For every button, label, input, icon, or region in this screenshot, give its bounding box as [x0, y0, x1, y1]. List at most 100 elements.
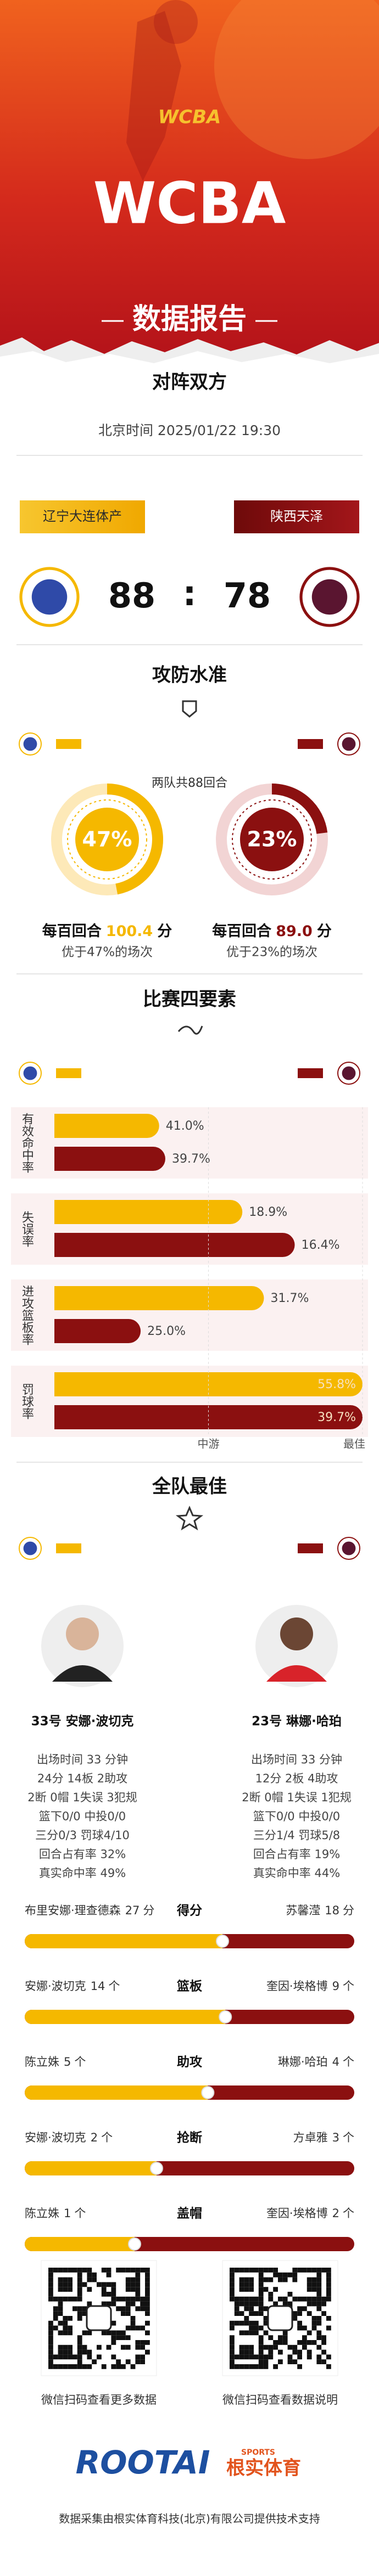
team-logo-core	[23, 737, 37, 751]
qr-cell	[321, 2268, 326, 2273]
qr-cell	[116, 2335, 121, 2340]
legend-swatch	[298, 1543, 323, 1553]
qr-cell	[311, 2316, 317, 2321]
qr-cell	[111, 2335, 116, 2340]
qr-cell	[306, 2349, 312, 2355]
qr-cell	[125, 2287, 131, 2292]
qr-cell	[326, 2316, 331, 2321]
leader-knob	[128, 2237, 141, 2251]
qr-cell	[92, 2272, 97, 2278]
qr-cell	[258, 2344, 264, 2350]
qr-cell	[306, 2277, 312, 2282]
factor-bar	[54, 1319, 141, 1343]
qr-cell	[306, 2268, 312, 2273]
qr-cell	[135, 2344, 141, 2350]
leader-stat: 抢断	[177, 2130, 202, 2145]
qr-cell	[87, 2349, 92, 2355]
qr-cell	[48, 2320, 53, 2326]
qr-cell	[121, 2311, 126, 2316]
player-silhouette	[126, 11, 181, 181]
qr-cell	[230, 2359, 235, 2364]
donut-label: 23%	[247, 827, 297, 852]
qr-cell	[239, 2354, 244, 2360]
qr-cell	[258, 2292, 264, 2297]
factor-value: 31.7%	[270, 1292, 309, 1305]
qr-cell	[258, 2301, 264, 2307]
qr-cell	[58, 2306, 63, 2312]
qr-cell	[316, 2301, 322, 2307]
qr-cell	[63, 2296, 68, 2302]
qr-cell	[111, 2364, 116, 2369]
leader-knob	[216, 1935, 229, 1948]
qr-cell	[101, 2292, 107, 2297]
leader-value: 5	[64, 2055, 71, 2068]
donut-arc	[107, 783, 163, 895]
ball-silhouette	[154, 0, 198, 44]
qr-cell	[106, 2282, 112, 2287]
qr-cell	[82, 2311, 87, 2316]
qr-cell	[239, 2296, 244, 2302]
qr-cell	[244, 2287, 249, 2292]
leader-knob	[201, 2086, 215, 2099]
qr-cell	[77, 2335, 82, 2340]
qr-cell	[297, 2311, 302, 2316]
qr-cell	[58, 2344, 63, 2350]
leader-bar-left	[25, 2161, 157, 2175]
header-glow	[214, 0, 379, 159]
qr-cell	[116, 2359, 121, 2364]
qr-cell	[234, 2306, 239, 2312]
qr-cell	[63, 2320, 68, 2326]
qr-cell	[311, 2287, 317, 2292]
qr-cell	[48, 2296, 53, 2302]
qr-cell	[111, 2320, 116, 2326]
leader-bar-left	[25, 2085, 208, 2100]
qr-cell	[77, 2282, 82, 2287]
qr-cell	[316, 2287, 322, 2292]
qr-cell	[135, 2306, 141, 2312]
qr-cell	[145, 2292, 150, 2297]
legend-swatch	[56, 739, 81, 749]
qr-cell	[63, 2330, 68, 2336]
header-subtitle: 数据报告	[132, 303, 247, 336]
qr-cell	[48, 2292, 53, 2297]
qr-cell	[278, 2340, 283, 2345]
player-stat: 篮下0/0 中投0/0	[39, 1810, 126, 1823]
leader-right: 苏馨滢 18 分	[286, 1904, 354, 1917]
qr-cell	[263, 2330, 269, 2336]
qr-cell	[316, 2282, 322, 2287]
qr-cell	[244, 2320, 249, 2326]
qr-cell	[82, 2344, 87, 2350]
qr-cell	[106, 2292, 112, 2297]
qr-cell	[130, 2282, 136, 2287]
player-stat: 回合占有率 19%	[253, 1848, 340, 1861]
qr-cell	[140, 2301, 145, 2307]
qr-cell	[311, 2282, 317, 2287]
qr-cell	[73, 2296, 77, 2302]
qr-cell	[58, 2287, 63, 2292]
per100-note: 优于23%的场次	[226, 945, 317, 960]
qr-cell	[87, 2287, 92, 2292]
qr-cell	[145, 2287, 150, 2292]
scale-label: 中游	[198, 1438, 220, 1451]
qr-cell	[258, 2359, 264, 2364]
qr-cell	[111, 2354, 116, 2360]
qr-cell	[326, 2364, 331, 2369]
qr-cell	[82, 2330, 87, 2336]
qr-cell	[311, 2268, 317, 2273]
qr-cell	[282, 2272, 288, 2278]
per100-value: 89.0	[276, 923, 313, 940]
qr-cell	[48, 2272, 53, 2278]
qr-cell	[254, 2325, 259, 2331]
qr-cell	[263, 2320, 269, 2326]
player-body	[266, 1665, 327, 1682]
qr-cell	[68, 2364, 73, 2369]
qr-cell	[321, 2335, 326, 2340]
qr-cell	[63, 2316, 68, 2321]
player-stat: 出场时间 33 分钟	[37, 1753, 128, 1766]
qr-cell	[234, 2320, 239, 2326]
qr-cell	[111, 2282, 116, 2287]
player-stat: 真实命中率 44%	[253, 1867, 340, 1880]
leader-right: 琳娜·哈珀 4 个	[278, 2055, 354, 2068]
qr-cell	[278, 2277, 283, 2282]
qr-cell	[297, 2320, 302, 2326]
